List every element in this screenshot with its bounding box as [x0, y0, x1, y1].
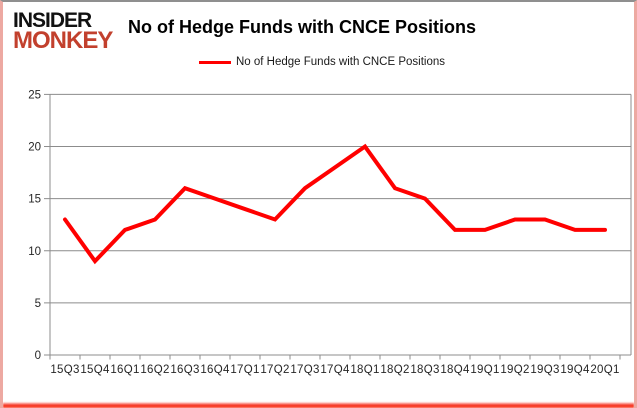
x-axis-label: 19Q4	[560, 364, 590, 376]
x-axis-label: 17Q1	[230, 364, 259, 376]
x-axis-label: 17Q2	[260, 364, 289, 376]
x-axis-label: 17Q4	[320, 364, 350, 376]
x-axis-label: 18Q2	[380, 364, 409, 376]
y-axis-label: 15	[28, 194, 41, 206]
x-axis-label: 16Q2	[140, 364, 169, 376]
x-axis-label: 16Q4	[200, 364, 230, 376]
insider-monkey-logo: INSIDER MONKEY	[13, 9, 113, 55]
x-axis-label: 15Q3	[50, 364, 79, 376]
logo-text-insider: INSIDER	[13, 9, 92, 32]
logo-text-monkey: MONKEY	[13, 27, 113, 55]
x-axis-label: 20Q1	[590, 364, 619, 376]
x-axis-label: 19Q3	[530, 364, 559, 376]
bottom-red-edge	[3, 402, 634, 408]
x-axis-label: 19Q1	[470, 364, 499, 376]
chart-title: No of Hedge Funds with CNCE Positions	[128, 17, 476, 37]
x-axis-label: 17Q3	[290, 364, 319, 376]
legend-label: No of Hedge Funds with CNCE Positions	[236, 56, 446, 68]
y-axis-label: 20	[28, 142, 41, 154]
x-axis-label: 16Q1	[110, 364, 139, 376]
data-line-series	[63, 143, 607, 265]
legend-line-swatch	[199, 60, 231, 64]
y-axis-label: 0	[35, 350, 41, 362]
y-axis-label: 10	[28, 246, 41, 258]
x-axis-label: 16Q3	[170, 364, 199, 376]
y-axis-label: 25	[28, 89, 41, 101]
x-axis-label: 19Q2	[500, 364, 529, 376]
x-axis-label: 15Q4	[80, 364, 110, 376]
x-axis-label: 18Q3	[410, 364, 439, 376]
legend: No of Hedge Funds with CNCE Positions	[199, 56, 445, 68]
y-axis-label: 5	[35, 298, 41, 310]
x-axis-label: 18Q1	[350, 364, 379, 376]
x-axis-label: 18Q4	[440, 364, 470, 376]
